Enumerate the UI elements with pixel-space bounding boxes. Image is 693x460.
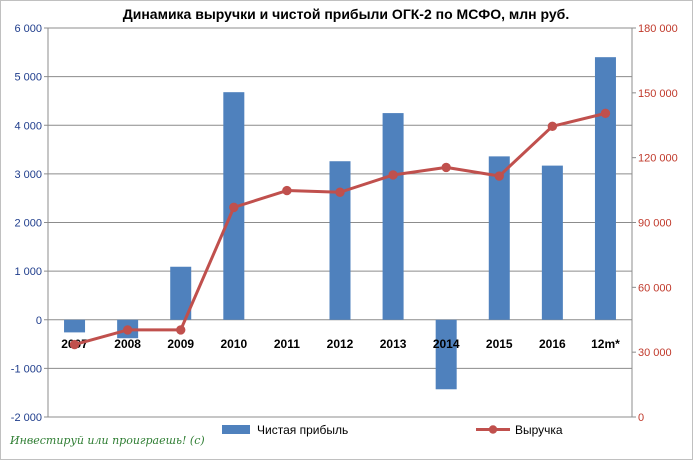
revenue-point-2009: [176, 325, 186, 335]
left-tick-label: 1 000: [14, 266, 42, 278]
bar-2012: [329, 161, 351, 320]
legend-swatch-profit: [222, 425, 250, 434]
watermark: Инвестируй или проиграешь! (с): [9, 434, 205, 447]
bar-2013: [382, 113, 404, 320]
category-label: 2009: [167, 337, 194, 351]
category-label: 2013: [380, 337, 407, 351]
category-label: 2008: [114, 337, 141, 351]
category-label: 2014: [433, 337, 460, 351]
left-tick-label: 0: [36, 315, 42, 327]
revenue-point-2010: [229, 202, 239, 213]
legend-label-profit: Чистая прибыль: [257, 423, 348, 437]
revenue-point-2014: [441, 162, 451, 173]
revenue-point-2015: [494, 171, 504, 181]
revenue-point-2008: [122, 325, 133, 335]
bar-2014: [435, 319, 457, 390]
bar-12m*: [594, 57, 616, 320]
category-label: 2015: [486, 337, 513, 351]
bar-2007: [64, 319, 86, 333]
left-tick-label: 2 000: [14, 218, 42, 230]
bar-2015: [488, 156, 510, 320]
left-tick-label: 3 000: [14, 169, 42, 181]
right-tick-label: 90 000: [638, 218, 672, 230]
revenue-point-2012: [335, 187, 345, 197]
left-tick-label: 5 000: [14, 72, 42, 84]
legend-label-revenue: Выручка: [515, 423, 563, 437]
right-tick-label: 30 000: [638, 347, 672, 359]
category-label: 2012: [327, 337, 354, 351]
category-label: 12m*: [591, 337, 620, 351]
revenue-point-2013: [388, 170, 398, 180]
left-tick-label: -1 000: [11, 363, 42, 375]
bar-2009: [170, 266, 192, 320]
right-tick-label: 0: [638, 412, 644, 424]
right-tick-label: 60 000: [638, 282, 672, 294]
category-label: 2016: [539, 337, 566, 351]
category-label: 2011: [274, 337, 300, 351]
revenue-point-2007: [69, 339, 80, 350]
right-tick-label: 120 000: [638, 153, 678, 165]
chart-title: Динамика выручки и чистой прибыли ОГК-2 …: [123, 6, 569, 22]
legend-swatch-revenue-marker: [488, 425, 498, 434]
left-tick-label: 4 000: [14, 120, 42, 132]
category-label: 2010: [220, 337, 247, 351]
right-tick-label: 180 000: [638, 23, 678, 35]
revenue-point-2011: [282, 185, 292, 196]
revenue-point-12m*: [600, 108, 611, 119]
revenue-point-2016: [547, 121, 558, 132]
left-tick-label: -2 000: [11, 412, 42, 424]
right-tick-label: 150 000: [638, 88, 678, 100]
bar-2016: [541, 165, 563, 320]
left-tick-label: 6 000: [14, 23, 42, 35]
